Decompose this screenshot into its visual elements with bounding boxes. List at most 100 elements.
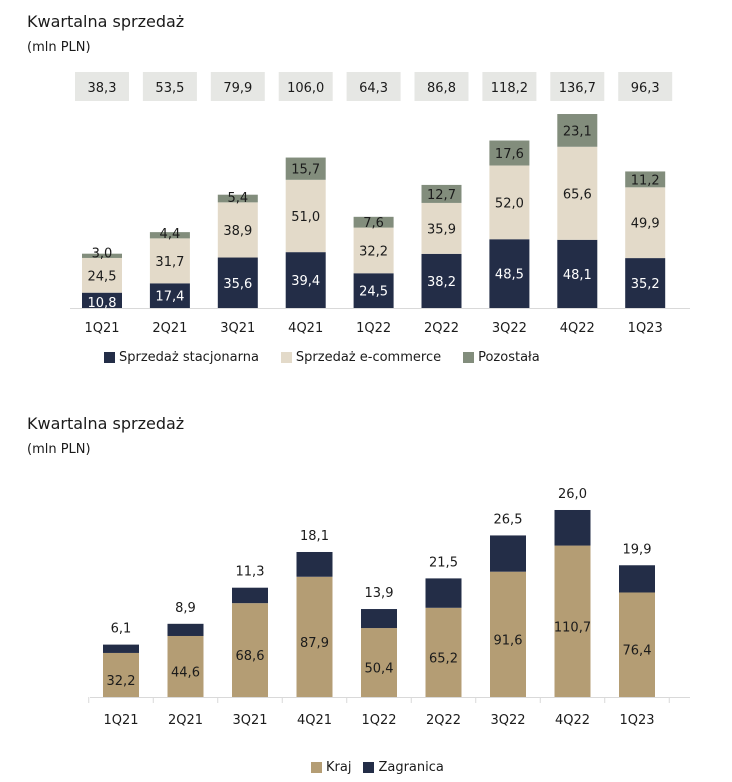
data-label: 48,5 — [495, 268, 524, 283]
x-tick-label: 1Q22 — [361, 713, 396, 728]
total-box — [278, 72, 333, 101]
bar-segment-stacjonarna — [82, 292, 122, 308]
data-label: 24,5 — [359, 285, 388, 300]
data-label: 32,2 — [359, 244, 388, 259]
bar-segment-zagranica — [167, 623, 204, 636]
total-box — [550, 72, 605, 101]
total-label: 79,9 — [223, 81, 252, 96]
total-label: 118,2 — [491, 81, 528, 96]
data-label: 38,2 — [427, 275, 456, 290]
bar-segment-kraj — [619, 592, 655, 697]
x-tick-label: 2Q22 — [424, 321, 459, 336]
bar-segment-kraj — [554, 545, 591, 697]
bar-segment-stacjonarna — [149, 283, 190, 308]
total-label: 86,8 — [427, 81, 456, 96]
x-tick-label: 4Q22 — [555, 713, 590, 728]
bar-segment-pozostala — [625, 171, 666, 188]
bar-segment-ecommerce — [285, 179, 326, 253]
legend-label: Sprzedaż stacjonarna — [119, 350, 259, 365]
data-label: 21,5 — [429, 555, 458, 570]
total-box — [210, 72, 265, 101]
bar-segment-kraj — [490, 571, 526, 697]
data-label: 51,0 — [291, 210, 320, 225]
bar-segment-zagranica — [619, 565, 655, 593]
bar-segment-kraj — [296, 576, 333, 697]
x-tick-label: 1Q21 — [84, 321, 119, 336]
total-box — [142, 72, 197, 101]
total-box — [482, 72, 537, 101]
data-label: 5,4 — [227, 191, 248, 206]
total-box — [618, 72, 673, 101]
legend-label: Zagranica — [378, 760, 444, 775]
data-label: 49,9 — [631, 217, 660, 232]
bar-segment-zagranica — [296, 551, 333, 577]
data-label: 32,2 — [107, 674, 136, 689]
data-label: 35,6 — [223, 277, 252, 292]
data-label: 26,0 — [558, 487, 587, 502]
data-label: 18,1 — [300, 529, 329, 544]
data-label: 50,4 — [365, 662, 394, 677]
legend-label: Kraj — [326, 760, 352, 775]
data-label: 65,2 — [429, 651, 458, 666]
data-label: 44,6 — [171, 665, 200, 680]
data-label: 31,7 — [155, 255, 184, 270]
chart1-title: Kwartalna sprzedaż — [27, 12, 185, 31]
bar-segment-zagranica — [554, 509, 591, 546]
bar-segment-ecommerce — [557, 146, 598, 240]
bar-segment-stacjonarna — [285, 252, 326, 308]
data-label: 17,6 — [495, 147, 524, 162]
legend-swatch — [363, 762, 375, 773]
total-label: 64,3 — [359, 81, 388, 96]
legend-item-ecommerce: Sprzedaż e-commerce — [280, 350, 441, 365]
total-label: 53,5 — [155, 81, 184, 96]
x-tick-label: 1Q23 — [619, 713, 654, 728]
x-tick-label: 2Q22 — [426, 713, 461, 728]
data-label: 4,4 — [160, 227, 181, 242]
x-tick-label: 3Q22 — [490, 713, 525, 728]
data-label: 91,6 — [494, 633, 523, 648]
data-label: 15,7 — [291, 163, 320, 178]
bar-segment-pozostala — [285, 157, 326, 180]
data-label: 35,9 — [427, 222, 456, 237]
data-label: 76,4 — [623, 644, 652, 659]
total-label: 38,3 — [88, 81, 117, 96]
bar-segment-kraj — [361, 628, 397, 697]
data-label: 35,2 — [631, 277, 660, 292]
legend-item-kraj: Kraj — [311, 760, 351, 775]
x-tick-label: 2Q21 — [168, 713, 203, 728]
bar-segment-pozostala — [557, 114, 598, 147]
bar-segment-kraj — [167, 635, 204, 697]
bar-segment-pozostala — [353, 216, 394, 228]
total-label: 96,3 — [631, 81, 660, 96]
bar-segment-ecommerce — [149, 238, 190, 284]
legend-item-stacjonarna: Sprzedaż stacjonarna — [104, 350, 259, 365]
total-box — [414, 72, 469, 101]
bar-segment-stacjonarna — [421, 253, 462, 308]
chart2-legend: Kraj Zagranica — [311, 760, 466, 775]
legend-swatch — [311, 762, 322, 773]
legend-swatch — [463, 352, 475, 363]
bar-segment-stacjonarna — [489, 239, 530, 308]
data-label: 48,1 — [563, 268, 592, 283]
bar-segment-ecommerce — [625, 187, 666, 259]
x-tick-label: 1Q22 — [356, 321, 391, 336]
bar-segment-stacjonarna — [353, 273, 394, 308]
bar-segment-pozostala — [82, 253, 122, 258]
bar-segment-kraj — [425, 607, 462, 697]
x-tick-label: 4Q21 — [288, 321, 323, 336]
data-label: 87,9 — [300, 636, 329, 651]
data-label: 11,2 — [631, 173, 660, 188]
data-label: 11,3 — [236, 565, 265, 580]
legend-swatch — [104, 352, 115, 363]
total-label: 136,7 — [559, 81, 596, 96]
bar-segment-stacjonarna — [625, 258, 666, 308]
bar-segment-zagranica — [490, 535, 526, 572]
data-label: 13,9 — [365, 586, 394, 601]
bar-segment-pozostala — [217, 194, 258, 203]
data-label: 3,0 — [92, 246, 113, 261]
data-label: 38,9 — [223, 224, 252, 239]
data-label: 110,7 — [554, 620, 591, 635]
x-tick-label: 2Q21 — [152, 321, 187, 336]
data-label: 19,9 — [623, 542, 652, 557]
